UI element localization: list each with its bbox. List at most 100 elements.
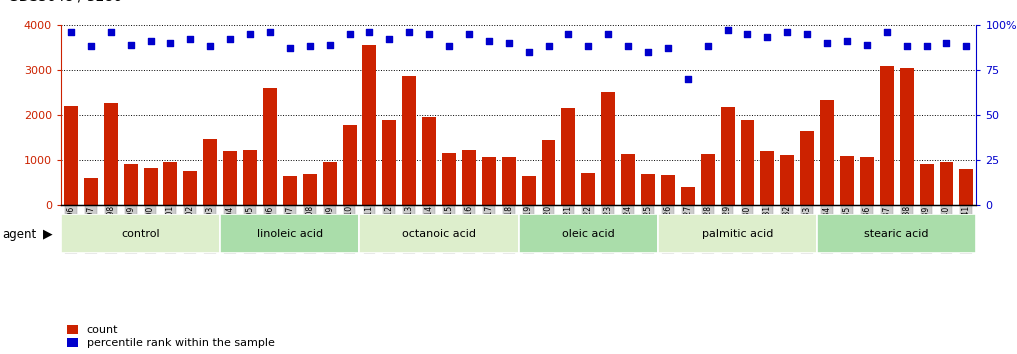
Point [481, 38, 497, 44]
Bar [880, 66, 894, 205]
Text: oleic acid: oleic acid [562, 229, 614, 239]
Bar [203, 138, 218, 205]
Point [342, 31, 358, 37]
Bar [661, 175, 675, 205]
Bar [183, 171, 197, 205]
Text: octanoic acid: octanoic acid [402, 229, 476, 239]
Bar [860, 158, 874, 205]
Bar [382, 120, 397, 205]
Point [163, 40, 179, 46]
Text: control: control [121, 229, 160, 239]
Point [719, 27, 735, 33]
FancyBboxPatch shape [359, 214, 519, 253]
Bar [462, 150, 476, 205]
FancyBboxPatch shape [61, 214, 221, 253]
Point [779, 29, 795, 35]
Point [760, 35, 776, 40]
Bar [104, 103, 118, 205]
Text: palmitic acid: palmitic acid [702, 229, 773, 239]
Point [799, 31, 816, 37]
Bar [223, 151, 237, 205]
Bar [800, 131, 815, 205]
Point [82, 44, 99, 49]
Point [739, 31, 756, 37]
Bar [601, 92, 615, 205]
Text: linoleic acid: linoleic acid [256, 229, 323, 239]
Bar [243, 150, 257, 205]
Bar [840, 156, 854, 205]
Point [819, 40, 835, 46]
Point [899, 44, 915, 49]
Bar [761, 151, 774, 205]
Point [381, 36, 398, 42]
Point [700, 44, 716, 49]
Bar [501, 157, 516, 205]
Bar [164, 162, 177, 205]
Bar [701, 154, 715, 205]
Bar [522, 176, 536, 205]
Bar [680, 187, 695, 205]
Point [858, 42, 875, 47]
Bar [959, 169, 973, 205]
Bar [64, 106, 78, 205]
Legend: count, percentile rank within the sample: count, percentile rank within the sample [66, 325, 275, 348]
Bar [940, 162, 953, 205]
Point [401, 29, 417, 35]
Point [421, 31, 437, 37]
Bar [482, 158, 496, 205]
Point [242, 31, 258, 37]
Point [620, 44, 637, 49]
FancyBboxPatch shape [519, 214, 658, 253]
Point [640, 49, 656, 55]
Point [182, 36, 198, 42]
Point [142, 38, 159, 44]
Bar [322, 162, 337, 205]
Point [500, 40, 517, 46]
Text: agent: agent [2, 228, 37, 241]
Bar [641, 174, 655, 205]
Text: stearic acid: stearic acid [864, 229, 929, 239]
FancyBboxPatch shape [221, 214, 359, 253]
Point [918, 44, 935, 49]
Bar [740, 120, 755, 205]
Point [660, 45, 676, 51]
Bar [303, 174, 316, 205]
Bar [582, 173, 595, 205]
Text: ▶: ▶ [43, 228, 52, 241]
Point [222, 36, 238, 42]
Bar [422, 117, 436, 205]
Bar [780, 155, 794, 205]
Point [580, 44, 596, 49]
Point [461, 31, 477, 37]
Bar [721, 107, 734, 205]
Point [521, 49, 537, 55]
Point [939, 40, 955, 46]
Point [540, 44, 556, 49]
Point [302, 44, 318, 49]
Bar [124, 164, 137, 205]
Point [361, 29, 377, 35]
Bar [263, 88, 277, 205]
Bar [820, 100, 834, 205]
Point [679, 76, 696, 82]
Bar [343, 125, 357, 205]
Bar [403, 76, 416, 205]
FancyBboxPatch shape [817, 214, 976, 253]
Bar [362, 45, 376, 205]
Point [261, 29, 278, 35]
Bar [541, 140, 555, 205]
Bar [143, 168, 158, 205]
Bar [442, 153, 456, 205]
Bar [561, 108, 576, 205]
Point [103, 29, 119, 35]
Point [202, 44, 219, 49]
Bar [83, 178, 98, 205]
Point [122, 42, 138, 47]
Point [282, 45, 298, 51]
Bar [900, 68, 913, 205]
Point [600, 31, 616, 37]
Point [958, 44, 974, 49]
Bar [283, 176, 297, 205]
FancyBboxPatch shape [658, 214, 817, 253]
Text: GDS3648 / 3286: GDS3648 / 3286 [8, 0, 122, 3]
